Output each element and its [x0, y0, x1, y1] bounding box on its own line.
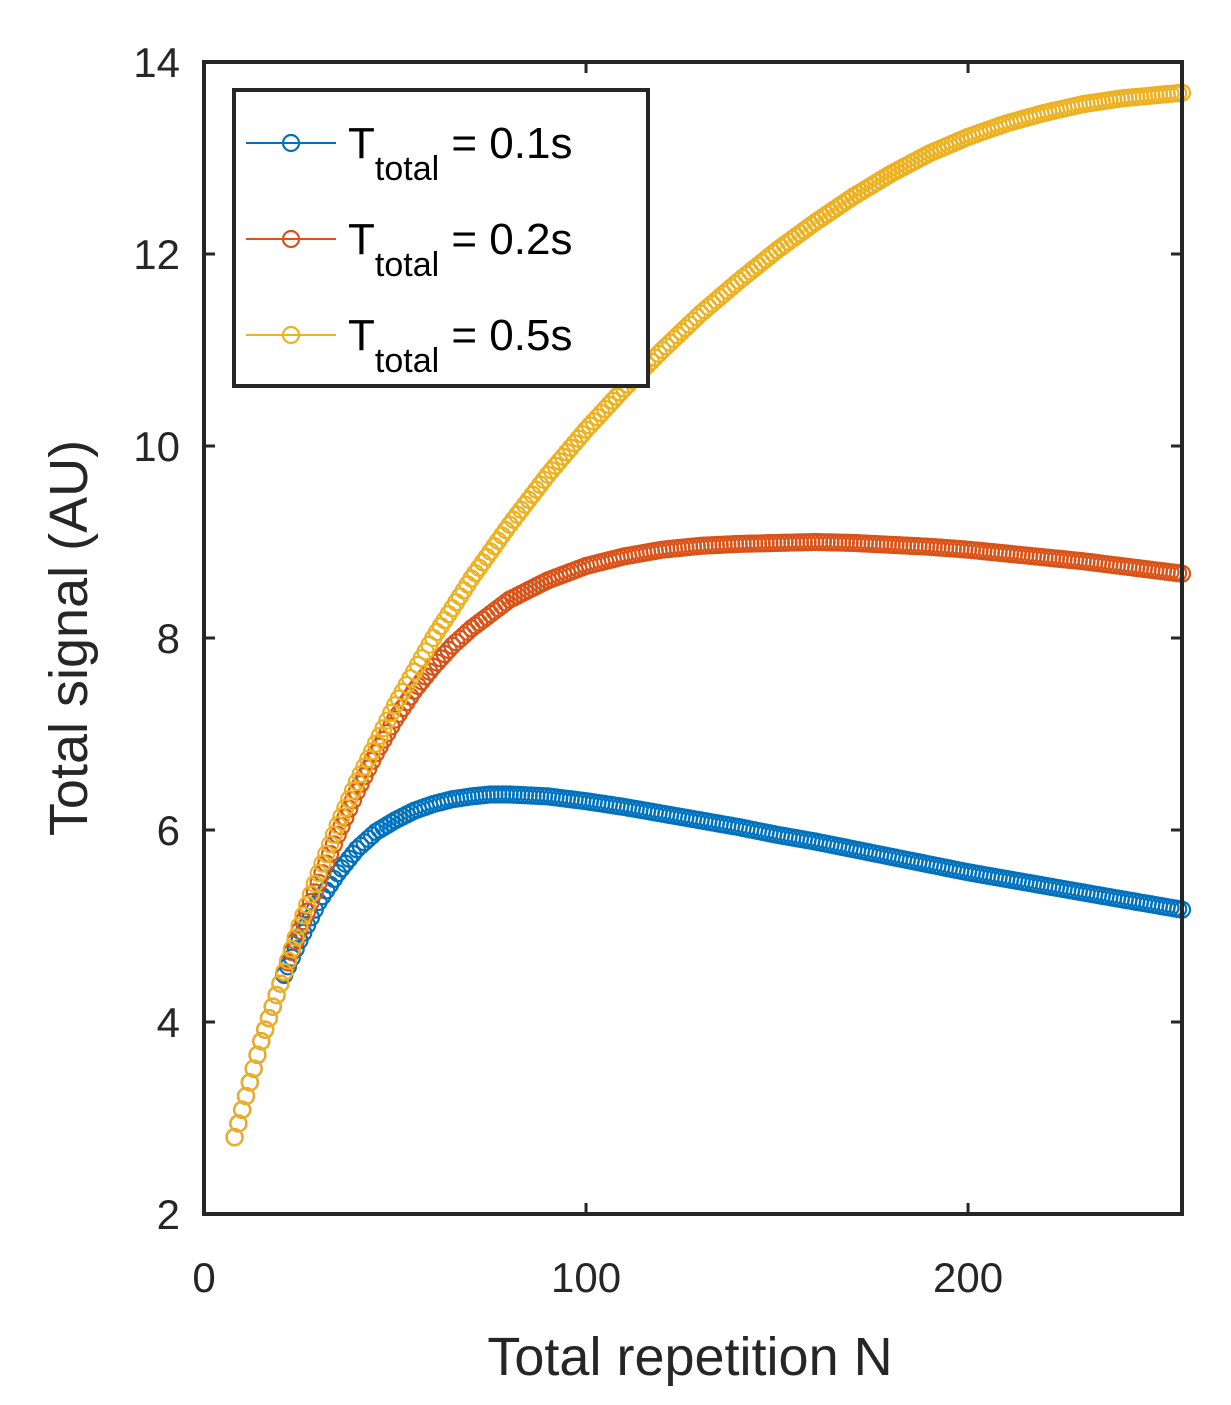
data-point [252, 1032, 271, 1051]
legend-marker-1 [281, 229, 301, 249]
data-point [309, 864, 328, 883]
y-tick-label: 4 [157, 999, 180, 1046]
data-point [259, 1009, 279, 1028]
y-tick-label: 8 [157, 615, 180, 662]
data-point [301, 885, 321, 904]
legend-label-rest: = 0.5s [439, 311, 572, 360]
data-point [473, 553, 492, 572]
data-point [263, 997, 282, 1016]
x-tick-label: 0 [192, 1254, 215, 1301]
data-point [466, 563, 485, 583]
data-point [336, 798, 355, 818]
data-point [290, 916, 309, 936]
legend-label-rest: = 0.1s [439, 119, 572, 168]
data-point [301, 892, 321, 912]
data-point [225, 1128, 244, 1147]
data-point [244, 1059, 263, 1078]
data-point [282, 939, 301, 959]
tick-labels: 0 100 200 2 4 6 8 10 12 14 [133, 39, 1003, 1301]
y-tick-label: 14 [133, 39, 180, 86]
data-point [320, 835, 340, 854]
data-point [469, 558, 489, 577]
legend-marker-2 [281, 325, 301, 345]
y-tick-label: 2 [157, 1191, 180, 1238]
legend-marker-0 [281, 133, 301, 153]
data-point [233, 1100, 252, 1119]
series-0-markers [225, 785, 1192, 1147]
data-point [278, 951, 298, 970]
data-point [313, 854, 332, 873]
y-axis-title: Total signal (AU) [39, 440, 99, 836]
data-point [240, 1073, 259, 1092]
plot-markers [225, 83, 1192, 1147]
data-point [267, 986, 286, 1005]
legend-label-0: Ttotal = 0.1s [348, 119, 572, 188]
legend-label-main: T [348, 215, 375, 264]
data-point [305, 874, 324, 893]
y-tick-label: 6 [157, 807, 180, 854]
data-point [282, 948, 301, 967]
data-point [275, 962, 294, 982]
legend-label-main: T [348, 119, 375, 168]
legend-label-sub: total [375, 342, 439, 380]
data-point [324, 825, 343, 844]
data-point [332, 807, 351, 826]
data-point [256, 1020, 275, 1039]
data-point [340, 790, 359, 809]
legend-label-sub: total [375, 150, 439, 188]
legend-label-2: Ttotal = 0.5s [348, 311, 572, 380]
data-point [343, 781, 363, 800]
data-point [298, 895, 317, 914]
data-point [477, 547, 496, 567]
data-point [294, 906, 313, 925]
data-point [492, 526, 512, 545]
x-tick-label: 100 [551, 1254, 621, 1301]
data-point [298, 902, 317, 921]
legend-label-1: Ttotal = 0.2s [348, 215, 572, 284]
data-point [271, 974, 290, 993]
x-tick-label: 200 [933, 1254, 1003, 1301]
series-2-markers [225, 83, 1192, 1147]
data-point [248, 1045, 267, 1065]
data-point [317, 844, 336, 864]
y-tick-label: 12 [133, 231, 180, 278]
x-axis-title: Total repetition N [487, 1327, 892, 1387]
data-point [236, 1086, 256, 1106]
data-point [286, 928, 305, 947]
data-point [481, 542, 500, 561]
data-point [229, 1114, 248, 1133]
data-point [328, 816, 347, 835]
data-point [489, 531, 508, 550]
data-point [485, 537, 504, 556]
legend-label-rest: = 0.2s [439, 215, 572, 264]
data-point [294, 912, 313, 931]
y-tick-label: 10 [133, 423, 180, 470]
legend-label-main: T [348, 311, 375, 360]
ticks [202, 60, 1182, 1216]
series-1-markers [225, 532, 1192, 1147]
legend-label-sub: total [375, 246, 439, 284]
